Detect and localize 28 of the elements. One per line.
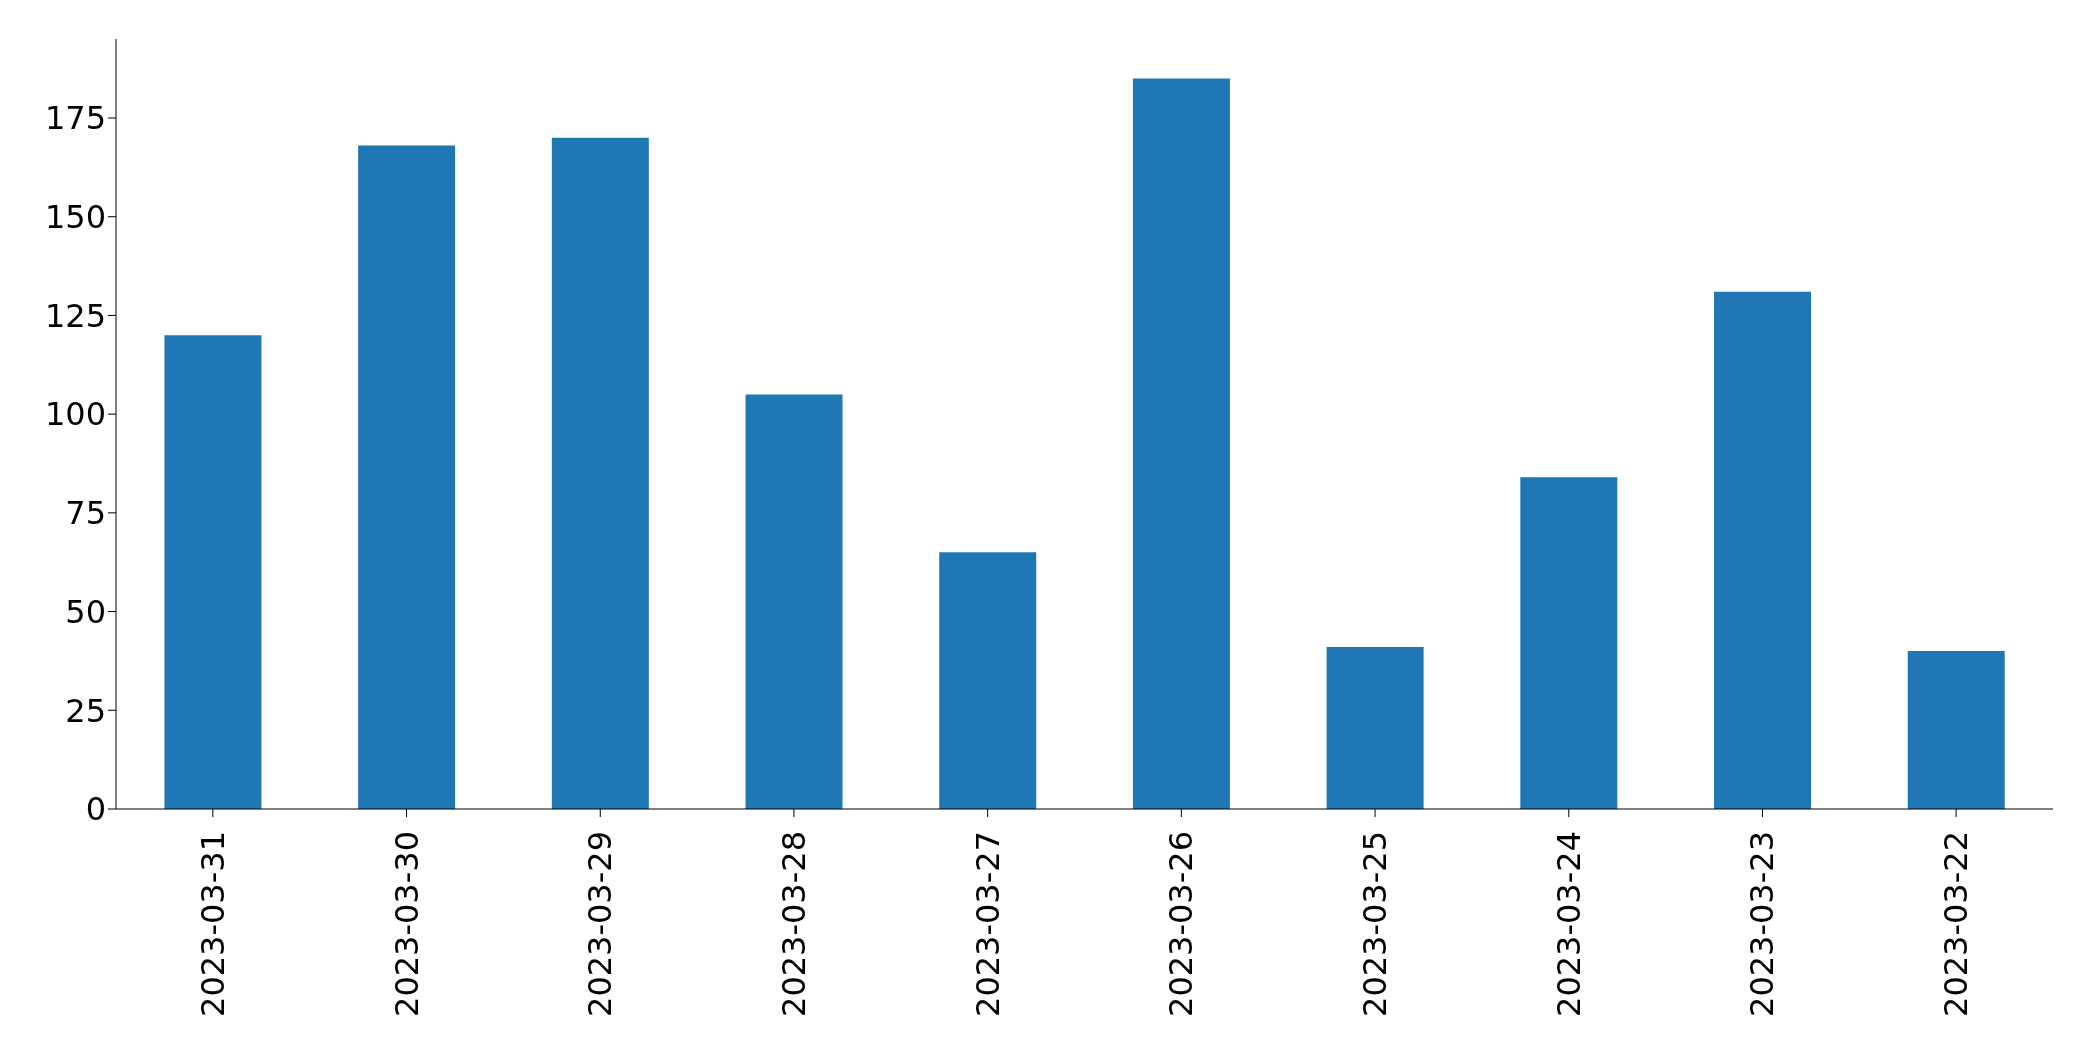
- x-tick-label: 2023-03-25: [1356, 831, 1395, 1017]
- x-tick-label: 2023-03-23: [1743, 831, 1782, 1017]
- x-tick-label: 2023-03-29: [581, 831, 620, 1017]
- y-tick-label: 75: [65, 494, 106, 533]
- bar: [1326, 647, 1424, 809]
- y-tick-label: 175: [44, 99, 106, 138]
- bar: [1907, 651, 2005, 809]
- bar: [164, 335, 262, 809]
- x-tick-label: 2023-03-30: [387, 831, 426, 1017]
- bar: [358, 145, 456, 809]
- y-tick-label: 150: [44, 198, 106, 237]
- x-tick-label: 2023-03-24: [1549, 831, 1588, 1017]
- x-tick-label: 2023-03-28: [774, 831, 813, 1017]
- bar: [939, 552, 1037, 809]
- bar: [551, 137, 649, 809]
- y-tick-label: 50: [65, 592, 106, 631]
- bar: [1132, 78, 1230, 809]
- bar: [1714, 291, 1812, 809]
- x-tick-label: 2023-03-22: [1937, 831, 1976, 1017]
- x-tick-label: 2023-03-31: [193, 831, 232, 1017]
- bar: [745, 394, 843, 809]
- y-tick-label: 0: [85, 790, 106, 829]
- y-tick-label: 100: [44, 395, 106, 434]
- bar: [1520, 477, 1618, 809]
- x-tick-label: 2023-03-27: [968, 831, 1007, 1017]
- y-tick-label: 125: [44, 296, 106, 335]
- x-tick-label: 2023-03-26: [1162, 831, 1201, 1017]
- y-tick-label: 25: [65, 691, 106, 730]
